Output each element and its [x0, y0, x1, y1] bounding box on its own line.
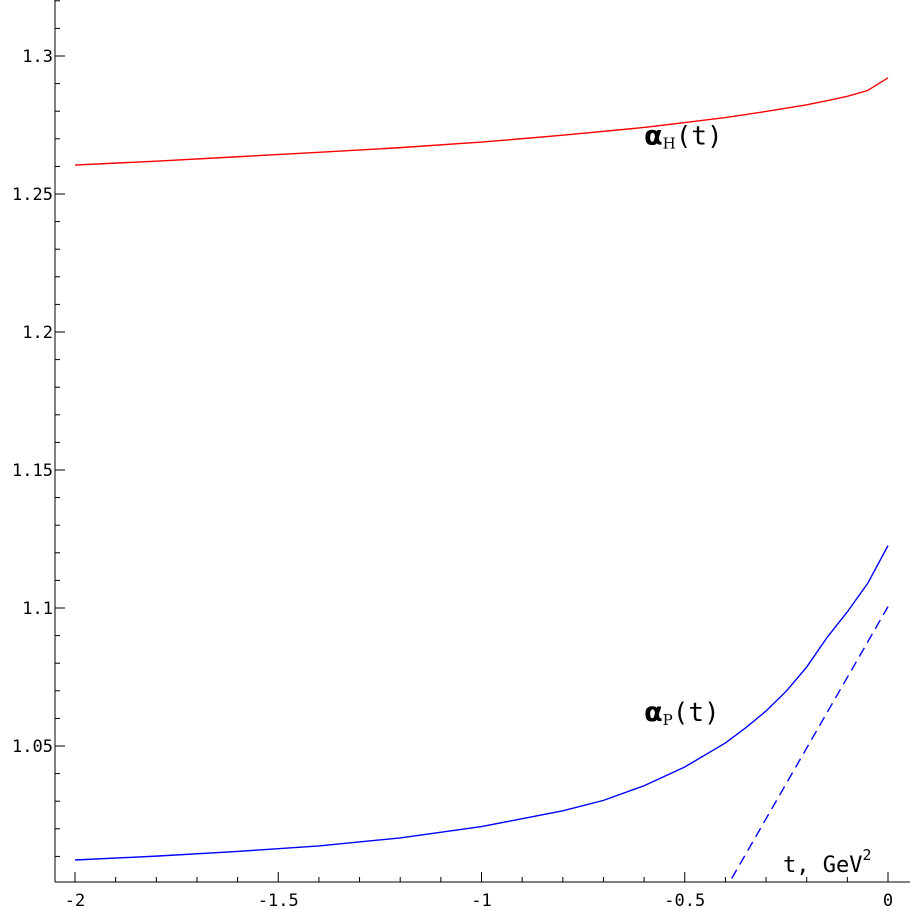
series-line-alpha-h	[74, 77, 889, 166]
alpha-h-label: αH(t)	[644, 120, 723, 152]
x-tick-label: 0	[883, 891, 893, 909]
y-tick-label: 1.15	[12, 461, 53, 481]
y-tick-label: 1.05	[12, 737, 53, 757]
axes: 1.05 1.1 1.15 1.2 1.25 1.3 -2 -1.5 -1 -0.5 0	[12, 0, 910, 909]
alpha-p-label: αP(t)	[644, 697, 720, 729]
curves	[74, 77, 889, 882]
series-line-alpha-p	[74, 545, 889, 861]
y-tick-label: 1.3	[22, 47, 53, 67]
x-tick-label: -1	[471, 891, 491, 909]
x-axis-label: t, GeV2	[783, 846, 872, 878]
y-tick-label: 1.25	[12, 185, 53, 205]
y-tick-label: 1.1	[22, 599, 53, 619]
y-tick-label: 1.2	[22, 323, 53, 343]
x-tick-label: -0.5	[664, 891, 705, 909]
labels: αH(t) αP(t) t, GeV2	[644, 120, 871, 878]
dashed-line-series	[728, 606, 889, 882]
x-tick-label: -2	[65, 891, 85, 909]
x-tick-label: -1.5	[258, 891, 299, 909]
